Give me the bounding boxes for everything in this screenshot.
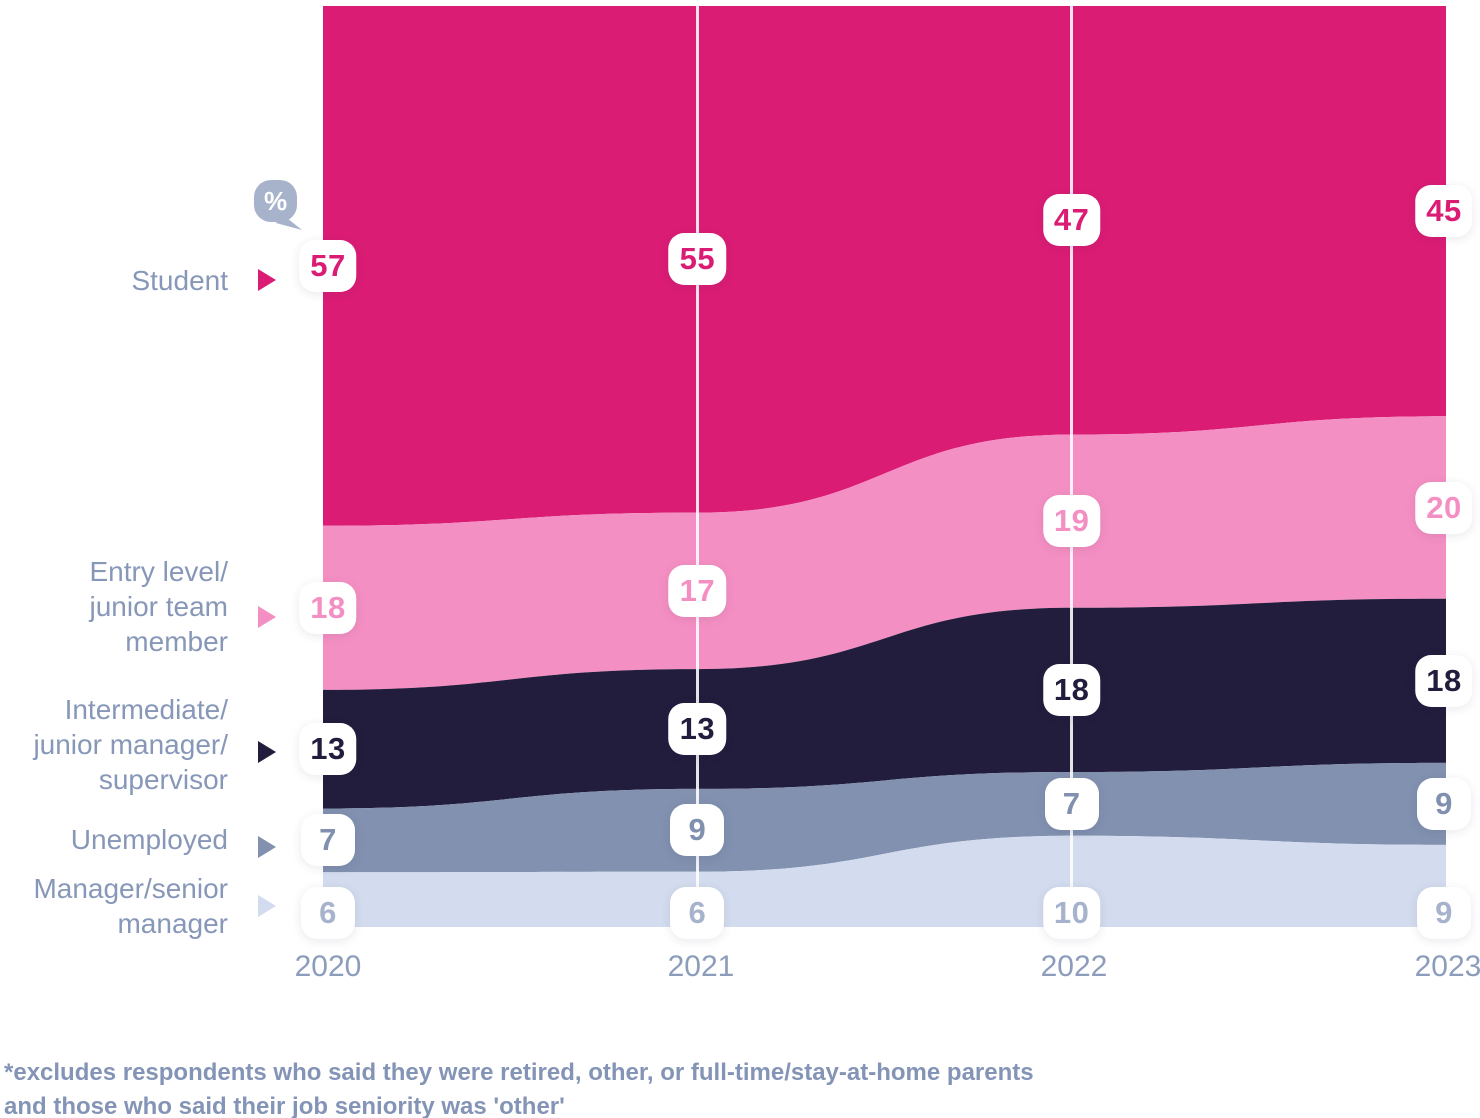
percent-glyph: % [264,186,287,216]
legend-label-line: manager [117,908,228,939]
legend-label-line: junior team [89,591,228,622]
legend-label-unemployed: Unemployed [0,822,228,857]
footnote-line: and those who said their job seniority w… [4,1093,565,1118]
arrow-icon-entry-level [258,606,276,628]
stacked-area-plot [323,6,1446,927]
arrow-icon-unemployed [258,836,276,858]
legend-label-manager: Manager/senior manager [0,871,228,941]
area-intermediate-junior-manager-supervisor [323,598,1446,809]
bubble-body [254,180,297,222]
value-badge-intermediate-junior-manager-supervisor-2023: 18 [1415,654,1473,707]
arrow-icon-student [258,269,276,291]
area-student [323,6,1446,526]
value-badge-intermediate-junior-manager-supervisor-2022: 18 [1042,663,1101,716]
legend-label-line: member [125,626,228,657]
value-badge-manager-senior-manager-2021: 6 [670,887,725,939]
area-entry-level-junior-team-member [323,416,1446,690]
value-badge-unemployed-2023: 9 [1417,777,1471,830]
value-badge-student-2023: 45 [1415,185,1473,238]
legend-label-line: Intermediate/ [64,694,228,725]
x-axis-label-2021: 2021 [667,950,735,983]
footnote: *excludes respondents who said they were… [4,1056,1104,1118]
value-badge-student-2020: 57 [299,239,357,292]
value-badge-entry-level-junior-team-member-2022: 19 [1042,495,1101,548]
value-badge-entry-level-junior-team-member-2020: 18 [299,581,357,634]
value-badge-manager-senior-manager-2023: 9 [1417,887,1471,939]
legend-label-line: Entry level/ [89,556,229,587]
value-badge-entry-level-junior-team-member-2021: 17 [668,564,727,617]
legend-label-entry-level: Entry level/ junior team member [0,554,228,659]
percent-bubble-icon: % [254,180,302,230]
x-axis-label-2020: 2020 [294,950,362,983]
value-badge-intermediate-junior-manager-supervisor-2020: 13 [299,723,357,776]
x-axis-label-2022: 2022 [1040,950,1108,983]
area-manager-senior-manager [323,835,1446,927]
value-badge-manager-senior-manager-2020: 6 [301,887,355,939]
legend-label-line: Unemployed [70,824,228,855]
area-unemployed [323,762,1446,873]
year-gridline-2022 [1070,6,1074,927]
value-badge-unemployed-2021: 9 [670,804,725,857]
value-badge-intermediate-junior-manager-supervisor-2021: 13 [668,702,727,755]
year-gridline-2021 [695,6,699,927]
value-badge-unemployed-2022: 7 [1044,777,1099,830]
value-badge-entry-level-junior-team-member-2023: 20 [1415,481,1473,534]
value-badge-manager-senior-manager-2022: 10 [1042,887,1101,939]
x-axis-label-2023: 2023 [1414,950,1480,983]
value-badge-unemployed-2020: 7 [301,814,355,867]
legend-label-line: supervisor [98,764,228,795]
legend-label-line: Manager/senior [33,873,228,904]
value-badge-student-2021: 55 [668,233,727,286]
legend-label-line: junior manager/ [33,729,228,760]
legend-label-line: Student [131,265,228,296]
arrow-icon-intermediate [258,741,276,763]
bubble-tail [276,214,302,230]
arrow-icon-manager [258,895,276,917]
legend-label-intermediate: Intermediate/ junior manager/ supervisor [0,692,228,797]
value-badge-student-2022: 47 [1042,194,1101,247]
footnote-line: *excludes respondents who said they were… [4,1059,1034,1086]
legend-label-student: Student [0,263,228,298]
